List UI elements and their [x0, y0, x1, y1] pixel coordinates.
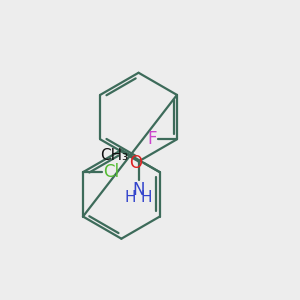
Text: Cl: Cl [103, 163, 119, 181]
Text: N: N [132, 182, 145, 200]
Text: H: H [141, 190, 152, 205]
Text: O: O [129, 154, 142, 172]
Text: CH₃: CH₃ [100, 148, 129, 163]
Text: H: H [125, 190, 136, 205]
Text: F: F [147, 130, 157, 148]
